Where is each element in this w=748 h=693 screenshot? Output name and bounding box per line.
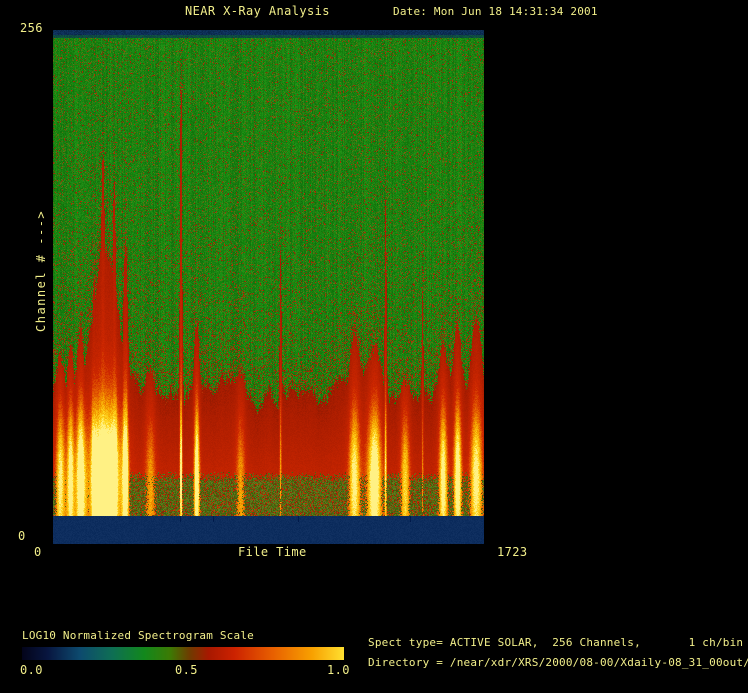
x-axis-min-label: 0 — [34, 545, 42, 559]
x-axis-title: File Time — [238, 545, 307, 559]
directory-info-line: Directory = /near/xdr/XRS/2000/08-00/Xda… — [368, 656, 748, 669]
colorbar-tick-min: 0.0 — [20, 663, 43, 677]
spect-type-info-line: Spect type= ACTIVE SOLAR, 256 Channels, … — [368, 636, 744, 649]
colorbar-tick-max: 1.0 — [327, 663, 350, 677]
colorbar-gradient — [22, 647, 344, 660]
y-axis-min-label: 0 — [18, 529, 26, 543]
colorbar-title: LOG10 Normalized Spectrogram Scale — [22, 629, 254, 642]
date-label: Date: Mon Jun 18 14:31:34 2001 — [393, 5, 598, 18]
x-axis-max-label: 1723 — [497, 545, 528, 559]
colorbar-tick-mid: 0.5 — [175, 663, 198, 677]
y-axis-title: Channel # ---> — [34, 209, 48, 332]
y-axis-max-label: 256 — [20, 21, 43, 35]
window-title: NEAR X-Ray Analysis — [185, 4, 330, 18]
spectrogram-image — [53, 30, 484, 544]
